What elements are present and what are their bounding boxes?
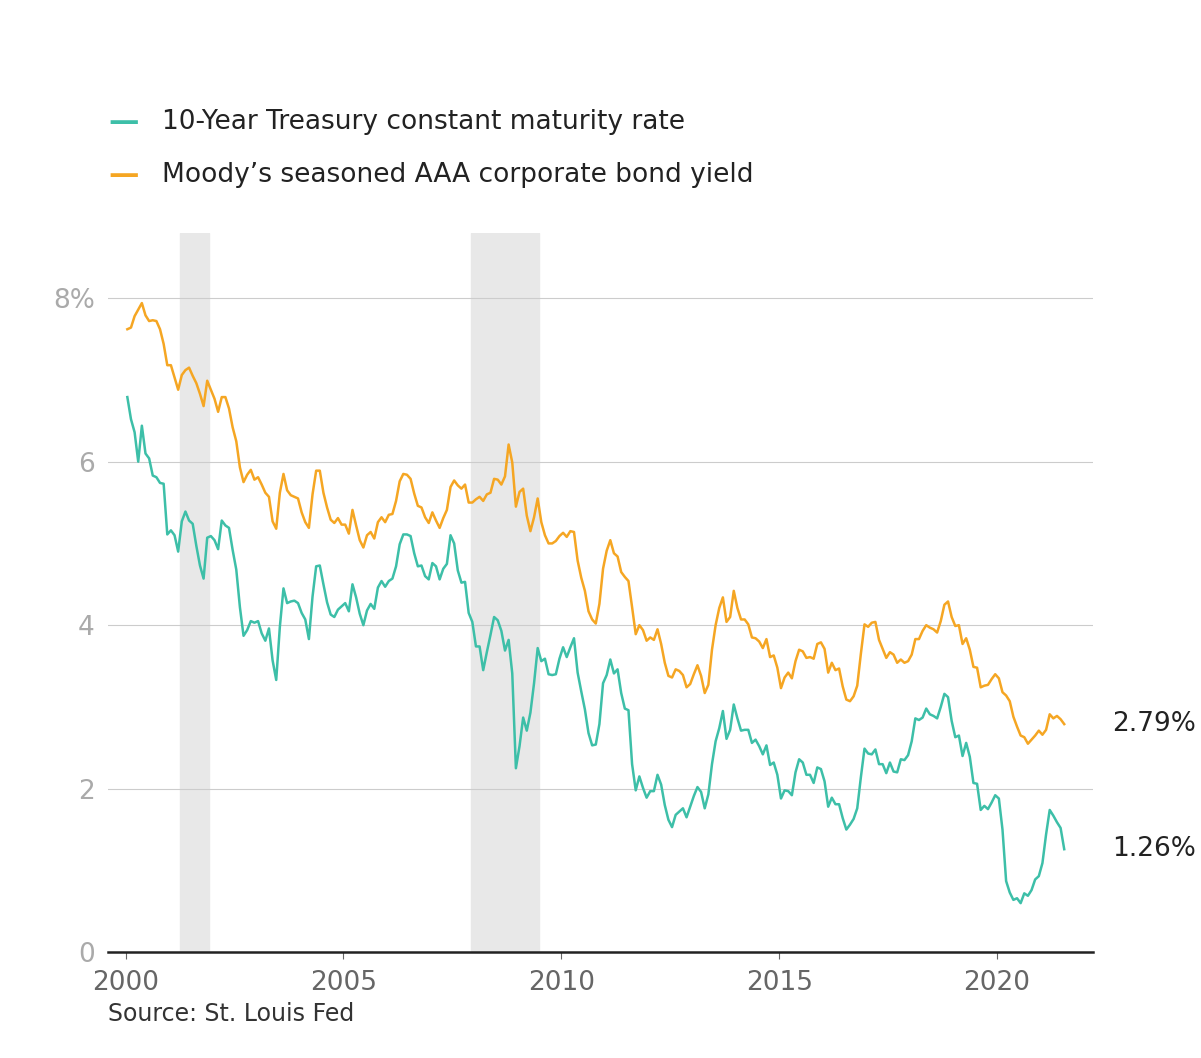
Text: —: —: [108, 107, 138, 136]
Text: 10-Year Treasury constant maturity rate: 10-Year Treasury constant maturity rate: [162, 109, 685, 134]
Text: 1.26%: 1.26%: [1112, 836, 1196, 862]
Text: —: —: [108, 160, 138, 189]
Text: Source: St. Louis Fed: Source: St. Louis Fed: [108, 1002, 354, 1026]
Bar: [180, 233, 209, 952]
Text: Moody’s seasoned AAA corporate bond yield: Moody’s seasoned AAA corporate bond yiel…: [162, 162, 754, 187]
Text: 2.79%: 2.79%: [1112, 711, 1196, 737]
Bar: [471, 233, 539, 952]
